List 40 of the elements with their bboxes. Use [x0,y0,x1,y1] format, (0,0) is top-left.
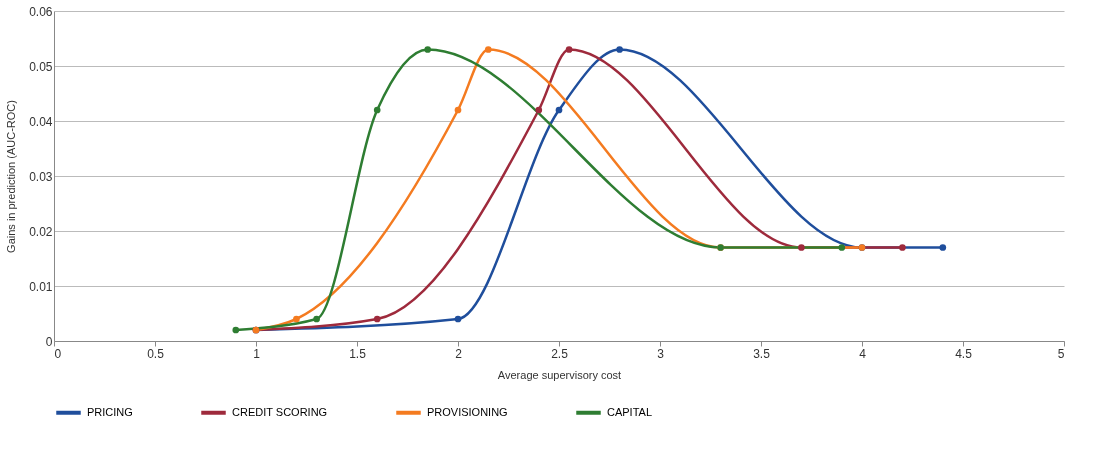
point [313,315,320,323]
y-tick-label: 0.06 [29,4,53,19]
point [616,46,623,53]
point [535,106,543,114]
y-tick-label: 0.03 [29,169,53,184]
y-tick-label: 0.05 [29,59,53,74]
point [454,315,462,323]
point [484,46,492,53]
point [293,315,300,323]
point [424,46,432,53]
point [939,244,947,251]
point [838,244,846,251]
legend-label: CREDIT SCORING [232,405,328,418]
x-tick-label: 4.5 [955,346,973,361]
point [232,326,240,334]
y-tick-label: 0.02 [29,224,53,239]
legend-label: CAPITAL [607,405,653,418]
y-tick-label: 0.01 [29,279,53,294]
point [454,106,462,114]
y-tick-label: 0 [45,334,53,349]
legend-label: PROVISIONING [427,405,508,418]
x-tick-label: 1.5 [349,346,367,361]
y-axis-title: Gains in prediction (AUC-ROC) [5,100,18,253]
x-tick-label: 3.5 [753,346,771,361]
point [565,46,573,53]
x-tick-label: 3 [657,346,665,361]
point [899,244,906,251]
legend-label: PRICING [87,405,133,418]
y-tick-label: 0.04 [29,114,53,129]
x-tick-label: 1 [253,346,261,361]
x-tick-label: 2 [455,346,463,361]
point [373,315,381,323]
x-tick-label: 4 [859,346,867,361]
point [373,106,381,114]
x-tick-label: 2.5 [551,346,569,361]
x-tick-label: 0.5 [147,346,165,361]
x-axis-title: Average supervisory cost [497,368,622,381]
point [555,106,563,114]
x-tick-label: 5 [1057,346,1065,361]
point [798,244,805,251]
